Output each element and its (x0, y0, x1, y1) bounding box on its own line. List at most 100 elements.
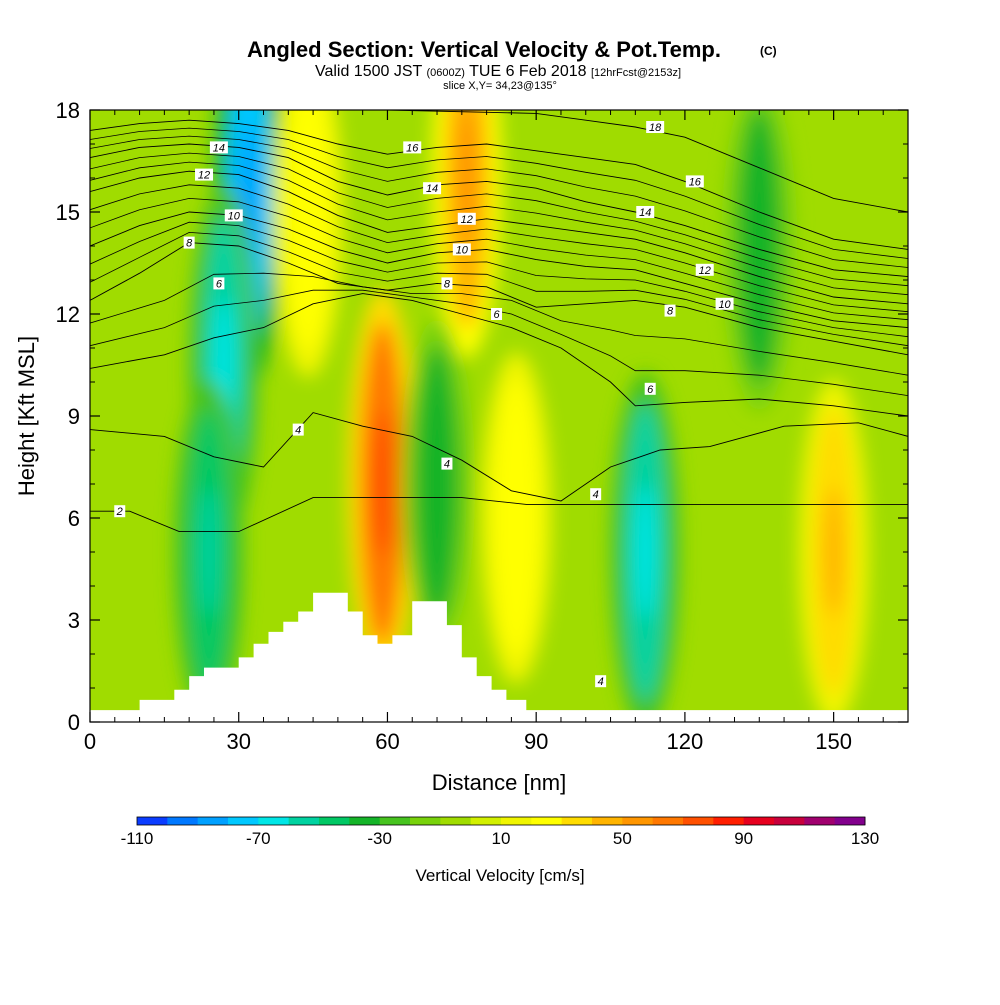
forecast-info: [12hrFcst@2153z] (591, 67, 681, 79)
y-tick-label: 15 (56, 200, 80, 225)
copyright-mark: (C) (760, 44, 777, 58)
colorbar-segment (379, 817, 411, 825)
valid-utc: (0600Z) (426, 67, 465, 79)
contour-label: 8 (444, 278, 451, 290)
colorbar-segment (531, 817, 563, 825)
contour-line-minor (90, 161, 908, 296)
colorbar-tick-label: 50 (613, 829, 632, 848)
chart-title: Angled Section: Vertical Velocity & Pot.… (247, 37, 721, 62)
colorbar-segment (834, 817, 866, 825)
colorbar-segment (622, 817, 654, 825)
contour-line-minor (90, 272, 908, 376)
colorbar-segment (349, 817, 381, 825)
contour-label: 6 (216, 278, 223, 290)
contour-label-box (457, 212, 476, 225)
y-tick-label: 12 (56, 302, 80, 327)
contour-label: 8 (186, 238, 193, 250)
contour-line-minor (90, 197, 908, 321)
valid-date: TUE 6 Feb 2018 (469, 63, 587, 80)
y-axis: 0 3 6 9 12 15 18 (56, 98, 908, 735)
y-tick-label: 18 (56, 98, 80, 123)
colorbar-segment (652, 817, 684, 825)
plot-area: 2 4 4 4 4 6 6 6 8 8 8 10 10 10 12 12 12 14 14 14 16 16 18 (90, 110, 908, 722)
y-tick-label: 6 (68, 506, 80, 531)
colorbar-segment (561, 817, 593, 825)
colorbar-segment (743, 817, 775, 825)
x-tick-label: 90 (524, 729, 548, 754)
contour-label: 4 (295, 425, 301, 437)
contour-label: 16 (689, 176, 702, 188)
colorbar-segment (137, 817, 168, 825)
colorbar-segment (804, 817, 836, 825)
y-tick-label: 3 (68, 608, 80, 633)
colorbar-segment (197, 817, 229, 825)
downdraft-peak (199, 487, 219, 617)
contour-line-minor (90, 184, 908, 313)
contour-label-box (224, 209, 243, 222)
contour-label-box (195, 168, 214, 181)
velocity-field (173, 110, 869, 722)
y-tick-label: 9 (68, 404, 80, 429)
colorbar-segment (410, 817, 441, 825)
contour-label-box (636, 206, 655, 218)
x-axis-label: Distance [nm] (432, 770, 567, 795)
contour-label-box (595, 675, 607, 688)
x-axis: 0 30 60 90 120 150 (84, 110, 884, 754)
contour-label-box (452, 243, 471, 256)
contour-label-box (646, 121, 665, 133)
contour-label-box (685, 175, 704, 188)
contour-label-box (441, 277, 453, 290)
colorbar-segment (228, 817, 259, 825)
contour-line-minor (90, 152, 908, 287)
colorbar-segment (592, 817, 623, 825)
contour-label: 14 (213, 142, 225, 154)
contour-label-box (644, 382, 656, 395)
y-axis-label: Height [Kft MSL] (14, 336, 39, 496)
contour-label: 12 (198, 170, 210, 182)
valid-time: Valid 1500 JST (315, 63, 423, 80)
contour-label: 6 (493, 309, 500, 321)
contour-label-box (441, 457, 453, 470)
contour-line-minor (90, 127, 908, 259)
contour-label-box (664, 304, 676, 317)
colorbar-segment (713, 817, 745, 825)
colorbar-tick-label: -30 (367, 829, 392, 848)
updraft-peak (298, 149, 319, 275)
x-tick-label: 120 (667, 729, 704, 754)
colorbar-tick-label: 130 (851, 829, 879, 848)
downdraft-peak (749, 183, 770, 309)
contour-label: 10 (456, 244, 469, 256)
colorbar-segment (774, 817, 805, 825)
contour-label-box (423, 182, 442, 195)
colorbar-tick-label: -110 (121, 829, 154, 848)
contour-line-6 (90, 293, 908, 417)
contour-line-minor (90, 135, 908, 268)
contour-label-box (491, 308, 503, 320)
colorbar-segment (501, 817, 532, 825)
contour-labels: 2 4 4 4 4 6 6 6 8 8 8 10 10 10 12 12 12 14 14 14 16 16 18 (114, 121, 734, 688)
contour-label: 6 (647, 384, 654, 396)
contour-label-box (209, 141, 228, 154)
contour-line-2 (90, 497, 908, 533)
contour-label: 4 (444, 459, 450, 471)
downdraft-peak (427, 421, 447, 547)
colorbar-segment (470, 817, 502, 825)
contour-line-4 (90, 412, 908, 502)
contour-label: 4 (598, 676, 604, 688)
colorbar-tick-label: 10 (492, 829, 511, 848)
contour-label-box (695, 263, 714, 276)
contour-label: 12 (461, 214, 473, 226)
colorbar: -110 -70 -30 10 50 90 130 (121, 816, 879, 848)
colorbar-segment (258, 817, 290, 825)
x-tick-label: 0 (84, 729, 96, 754)
updraft-peak (456, 110, 477, 246)
contour-label-box (590, 488, 602, 501)
colorbar-tick-label: -70 (246, 829, 271, 848)
contour-label: 10 (718, 299, 731, 311)
slice-info: slice X,Y= 34,23@135° (443, 80, 557, 92)
x-tick-label: 150 (815, 729, 852, 754)
contour-label: 8 (667, 306, 674, 318)
colorbar-segment (319, 817, 350, 825)
x-tick-label: 60 (375, 729, 399, 754)
